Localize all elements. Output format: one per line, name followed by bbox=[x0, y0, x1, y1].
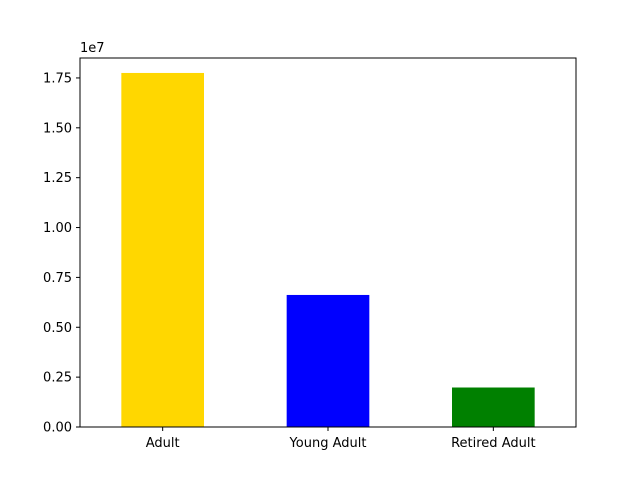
y-tick-label: 0.75 bbox=[43, 271, 72, 286]
y-tick-label: 0.00 bbox=[43, 421, 72, 436]
bar-young-adult bbox=[286, 294, 370, 427]
bar-adult bbox=[121, 72, 204, 427]
plot-frame bbox=[79, 57, 577, 428]
y-tick-label: 0.25 bbox=[43, 371, 72, 386]
x-tick-label: Adult bbox=[146, 436, 180, 451]
x-axis-ticks: Adult Young Adult Retired Adult bbox=[146, 427, 536, 451]
y-axis-offset-label: 1e7 bbox=[80, 41, 105, 56]
y-tick-label: 0.50 bbox=[43, 321, 72, 336]
y-axis-ticks: 0.00 0.25 0.50 0.75 1.00 1.25 1.50 1.75 bbox=[43, 71, 80, 436]
y-tick-label: 1.00 bbox=[43, 221, 72, 236]
y-tick-label: 1.50 bbox=[43, 121, 72, 136]
bar-retired-adult bbox=[452, 387, 535, 427]
y-tick-label: 1.75 bbox=[43, 71, 72, 86]
bars-group bbox=[121, 72, 535, 427]
x-tick-label: Retired Adult bbox=[451, 436, 535, 451]
x-tick-label: Young Adult bbox=[289, 436, 367, 451]
y-tick-label: 1.25 bbox=[43, 171, 72, 186]
